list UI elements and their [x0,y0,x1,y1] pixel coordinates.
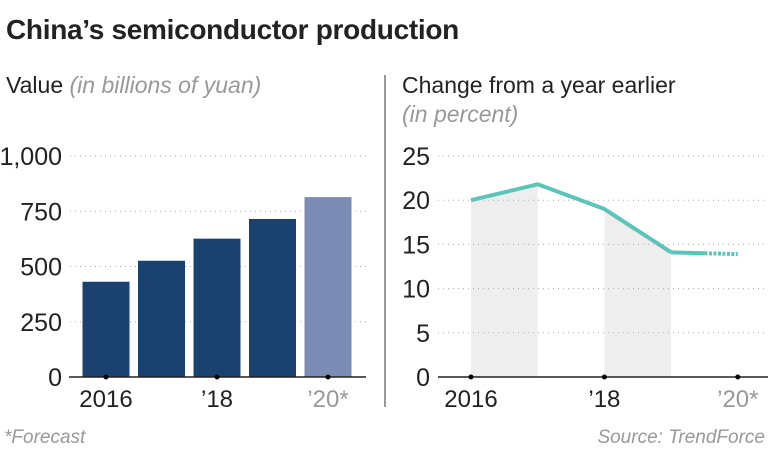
x-tick [214,374,220,380]
y-tick-label: 0 [48,364,62,392]
x-tick-label: ’20* [307,386,348,413]
x-tick-label: ’20* [717,386,758,413]
x-tick [103,374,109,380]
y-tick-label: 5 [416,320,430,348]
bar [249,218,296,377]
left-panel-title: Value (in billions of yuan) [6,72,261,99]
y-tick-label: 750 [20,198,62,226]
x-tick-label: ’18 [201,386,233,413]
series-line-segment [671,250,705,256]
series-line [470,182,673,255]
x-tick-label: ’18 [588,386,620,413]
y-tick-label: 0 [416,364,430,392]
y-tick-label: 20 [402,187,430,215]
right-title-note: (in percent) [402,101,519,127]
left-title-text: Value [6,72,64,98]
right-panel-note: (in percent) [402,101,518,128]
x-tick [468,374,474,380]
bar [82,281,130,377]
x-tick [325,374,331,380]
bar [304,197,352,377]
footnote: *Forecast [4,427,86,448]
source: Source: TrendForce [597,427,765,448]
left-title-note: (in billions of yuan) [69,72,262,98]
x-tick-label: 2016 [444,386,497,413]
x-tick-label: 2016 [79,386,132,413]
shade-band [471,184,538,377]
x-tick [601,374,607,380]
y-tick-label: 10 [402,276,430,304]
shade-band [604,209,672,377]
bar [193,238,241,377]
y-tick-label: 15 [402,231,430,259]
y-tick-label: 250 [20,309,62,337]
bar [138,260,185,377]
right-panel-title: Change from a year earlier [402,72,676,98]
chart-title: China’s semiconductor production [6,14,459,45]
forecast-line-segment [704,251,738,257]
x-tick [735,374,741,380]
y-tick-label: 1,000 [0,143,62,171]
y-tick-label: 25 [402,143,430,171]
y-tick-label: 500 [20,254,62,282]
